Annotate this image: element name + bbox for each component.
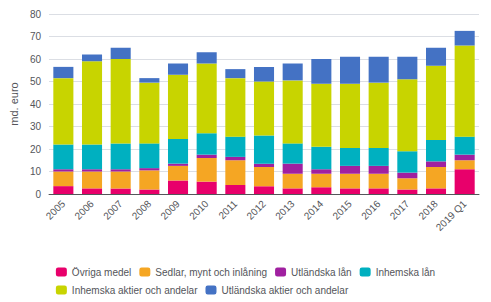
svg-text:2009: 2009 bbox=[158, 198, 182, 222]
svg-text:30: 30 bbox=[30, 121, 42, 132]
svg-text:80: 80 bbox=[30, 9, 42, 20]
svg-text:50: 50 bbox=[30, 76, 42, 87]
svg-text:Utländska lån: Utländska lån bbox=[291, 267, 352, 278]
svg-text:2013: 2013 bbox=[273, 198, 297, 222]
svg-text:70: 70 bbox=[30, 31, 42, 42]
svg-text:2006: 2006 bbox=[72, 198, 96, 222]
svg-text:2012: 2012 bbox=[244, 198, 268, 222]
svg-text:md. euro: md. euro bbox=[8, 82, 20, 125]
svg-text:20: 20 bbox=[30, 144, 42, 155]
svg-text:2015: 2015 bbox=[330, 198, 354, 222]
svg-text:2010: 2010 bbox=[187, 198, 211, 222]
svg-text:2008: 2008 bbox=[130, 198, 154, 222]
svg-text:Utländska aktier och andelar: Utländska aktier och andelar bbox=[221, 285, 348, 296]
svg-text:Sedlar, mynt och inlåning: Sedlar, mynt och inlåning bbox=[155, 267, 267, 278]
svg-text:2016: 2016 bbox=[359, 198, 383, 222]
svg-text:2007: 2007 bbox=[101, 198, 125, 222]
svg-text:Inhemska aktier och andelar: Inhemska aktier och andelar bbox=[72, 285, 198, 296]
svg-text:0: 0 bbox=[35, 189, 41, 200]
svg-text:2011: 2011 bbox=[216, 198, 239, 221]
svg-text:10: 10 bbox=[30, 166, 42, 177]
svg-text:2018: 2018 bbox=[416, 198, 440, 222]
svg-text:2005: 2005 bbox=[44, 198, 68, 222]
svg-text:2019 Q1: 2019 Q1 bbox=[434, 198, 469, 233]
svg-text:Inhemska lån: Inhemska lån bbox=[376, 267, 435, 278]
svg-text:60: 60 bbox=[30, 54, 42, 65]
svg-text:Övriga medel: Övriga medel bbox=[72, 267, 131, 278]
svg-text:2014: 2014 bbox=[302, 198, 326, 222]
svg-text:40: 40 bbox=[30, 99, 42, 110]
svg-text:2017: 2017 bbox=[388, 198, 412, 222]
